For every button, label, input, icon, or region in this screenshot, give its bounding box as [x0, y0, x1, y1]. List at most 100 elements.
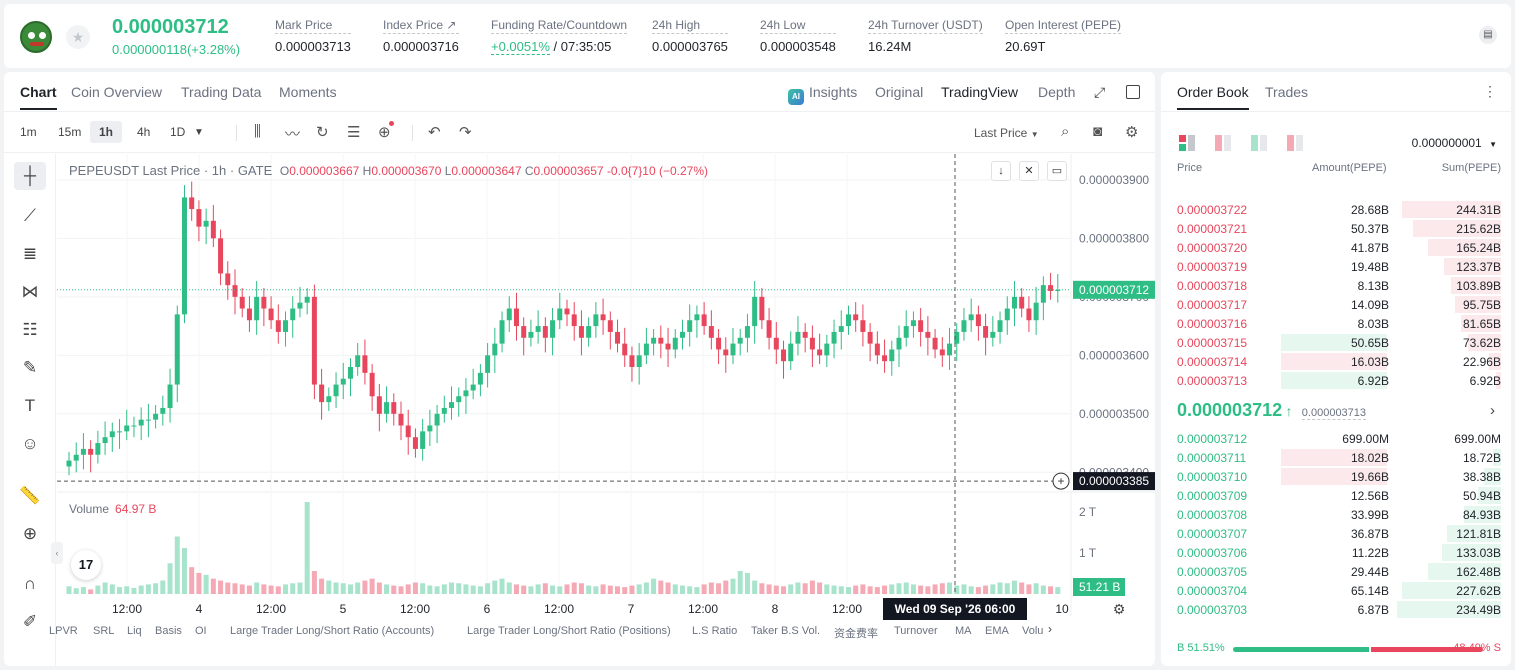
ask-row[interactable]: 0.000003714 16.03B 22.96B: [1177, 352, 1501, 371]
indicator-12[interactable]: EMA: [985, 625, 1009, 637]
favorite-star-icon[interactable]: ★: [66, 25, 90, 49]
indicator-0[interactable]: LPVR: [49, 625, 78, 637]
parallel-lines-icon[interactable]: ≣: [22, 244, 38, 263]
ask-row[interactable]: 0.000003721 50.37B 215.62B: [1177, 219, 1501, 238]
stat-label[interactable]: 24h High: [652, 18, 728, 34]
crosshair-icon[interactable]: ┼: [14, 162, 46, 190]
text-icon[interactable]: T: [24, 396, 36, 415]
indicator-4[interactable]: OI: [195, 625, 207, 637]
expand-icon[interactable]: ⤢: [1094, 84, 1106, 100]
precision-selector[interactable]: 0.000000001 ▼: [1412, 136, 1497, 150]
bid-row[interactable]: 0.000003710 19.66B 38.38B: [1177, 467, 1501, 486]
chevron-left-icon[interactable]: ‹: [51, 542, 63, 564]
scroll-down-icon[interactable]: ↓: [991, 161, 1011, 181]
bid-row[interactable]: 0.000003709 12.56B 50.94B: [1177, 486, 1501, 505]
stat-4: 24h Low 0.000003548: [760, 18, 836, 54]
stat-label[interactable]: Index Price ↗: [383, 18, 459, 34]
indicator-3[interactable]: Basis: [155, 625, 182, 637]
indicator-11[interactable]: MA: [955, 625, 972, 637]
camera-icon[interactable]: ◙: [1093, 123, 1103, 140]
gear-icon[interactable]: ⚙: [1125, 124, 1139, 141]
bid-row[interactable]: 0.000003711 18.02B 18.72B: [1177, 448, 1501, 467]
bid-row[interactable]: 0.000003703 6.87B 234.49B: [1177, 600, 1501, 619]
view-original[interactable]: Original: [875, 84, 924, 100]
tab-order-book[interactable]: Order Book: [1177, 84, 1249, 110]
indicator-1[interactable]: SRL: [93, 625, 115, 637]
stat-label[interactable]: 24h Turnover (USDT): [868, 18, 983, 34]
search-icon[interactable]: ⌕: [1061, 123, 1070, 140]
mode-bids-icon[interactable]: [1251, 135, 1267, 151]
stat-label[interactable]: Mark Price: [275, 18, 351, 34]
stat-label[interactable]: Open Interest (PEPE): [1005, 18, 1122, 34]
bid-row[interactable]: 0.000003706 11.22B 133.03B: [1177, 543, 1501, 562]
undo-icon[interactable]: ↶: [428, 124, 441, 141]
window-icon[interactable]: [1126, 85, 1140, 99]
zoom-in-icon[interactable]: ⊕: [22, 524, 38, 543]
candlestick-chart[interactable]: 0.0000039000.0000038000.0000037000.00000…: [57, 154, 1155, 666]
interval-1m[interactable]: 1m: [20, 125, 37, 139]
stat-label[interactable]: 24h Low: [760, 18, 836, 34]
tab-trading-data[interactable]: Trading Data: [181, 84, 262, 100]
view-depth[interactable]: Depth: [1038, 84, 1076, 100]
ask-row[interactable]: 0.000003717 14.09B 95.75B: [1177, 295, 1501, 314]
candle-type-icon[interactable]: ⫼: [254, 123, 261, 140]
indicator-5[interactable]: Large Trader Long/Short Ratio (Accounts): [230, 625, 435, 637]
bid-row[interactable]: 0.000003708 33.99B 84.93B: [1177, 505, 1501, 524]
ask-row[interactable]: 0.000003718 8.13B 103.89B: [1177, 276, 1501, 295]
indicator-8[interactable]: Taker B.S Vol.: [751, 625, 821, 637]
ruler-icon[interactable]: 📏: [19, 486, 41, 505]
mode-both-bars-icon[interactable]: [1287, 135, 1303, 151]
compare-icon[interactable]: ↻: [316, 124, 329, 141]
stat-label[interactable]: Funding Rate/Countdown: [491, 18, 628, 34]
insights-button[interactable]: AI Insights: [788, 84, 857, 105]
bid-row[interactable]: 0.000003704 65.14B 227.62B: [1177, 581, 1501, 600]
chevron-right-icon[interactable]: ›: [1490, 402, 1495, 419]
price-chart[interactable]: 0.0000039000.0000038000.0000037000.00000…: [51, 154, 1155, 666]
collapse-icon[interactable]: ✕: [1019, 161, 1039, 181]
ask-row[interactable]: 0.000003715 50.65B 73.62B: [1177, 333, 1501, 352]
last-price-selector[interactable]: Last Price ▼: [974, 126, 1039, 140]
view-tradingview[interactable]: TradingView: [941, 84, 1019, 100]
indicator-9[interactable]: 资金费率: [834, 628, 878, 640]
indicator-7[interactable]: L.S Ratio: [692, 625, 738, 637]
trend-line-icon[interactable]: ⟋: [24, 206, 36, 225]
interval-dropdown-icon[interactable]: ▼: [194, 127, 204, 138]
tab-moments[interactable]: Moments: [279, 84, 337, 100]
mode-both-icon[interactable]: [1179, 135, 1195, 151]
tradingview-logo-icon[interactable]: 17: [71, 550, 101, 580]
fib-icon[interactable]: ☷: [22, 320, 38, 339]
tab-trades[interactable]: Trades: [1265, 84, 1309, 100]
indicators-icon[interactable]: 〰: [285, 126, 301, 143]
ask-row[interactable]: 0.000003716 8.03B 81.65B: [1177, 314, 1501, 333]
more-vertical-icon[interactable]: ⋮: [1483, 83, 1497, 99]
pattern-icon[interactable]: ⋈: [21, 282, 39, 301]
chevron-right-icon[interactable]: ›: [1048, 622, 1052, 636]
brush-icon[interactable]: ✎: [22, 358, 38, 377]
magnet-icon[interactable]: ∩: [23, 574, 37, 593]
ask-row[interactable]: 0.000003720 41.87B 165.24B: [1177, 238, 1501, 257]
add-alert-icon[interactable]: ⊕: [378, 121, 394, 141]
redo-icon[interactable]: ↷: [459, 124, 472, 141]
indicator-13[interactable]: Volu: [1022, 625, 1044, 637]
indicator-10[interactable]: Turnover: [894, 625, 938, 637]
ask-row[interactable]: 0.000003713 6.92B 6.92B: [1177, 371, 1501, 390]
interval-1h[interactable]: 1h: [90, 121, 123, 143]
interval-15m[interactable]: 15m: [58, 125, 82, 139]
interval-1D[interactable]: 1D: [170, 125, 186, 139]
ask-row[interactable]: 0.000003719 19.48B 123.37B: [1177, 257, 1501, 276]
ask-row[interactable]: 0.000003722 28.68B 244.31B: [1177, 200, 1501, 219]
bid-row[interactable]: 0.000003705 29.44B 162.48B: [1177, 562, 1501, 581]
bid-row[interactable]: 0.000003707 36.87B 121.81B: [1177, 524, 1501, 543]
templates-icon[interactable]: ☰: [347, 124, 361, 141]
indicator-2[interactable]: Liq: [127, 625, 142, 637]
document-icon[interactable]: ▤: [1479, 26, 1497, 44]
bid-row[interactable]: 0.000003712 699.00M 699.00M: [1177, 429, 1501, 448]
tab-chart[interactable]: Chart: [20, 84, 57, 110]
tab-coin-overview[interactable]: Coin Overview: [71, 84, 163, 100]
mode-asks-icon[interactable]: [1215, 135, 1231, 151]
emoji-icon[interactable]: ☺: [21, 434, 39, 453]
indicator-6[interactable]: Large Trader Long/Short Ratio (Positions…: [467, 625, 671, 637]
interval-4h[interactable]: 4h: [137, 125, 151, 139]
fullscreen-icon[interactable]: ▭: [1047, 161, 1067, 181]
pencil-lock-icon[interactable]: ✐: [22, 612, 38, 631]
